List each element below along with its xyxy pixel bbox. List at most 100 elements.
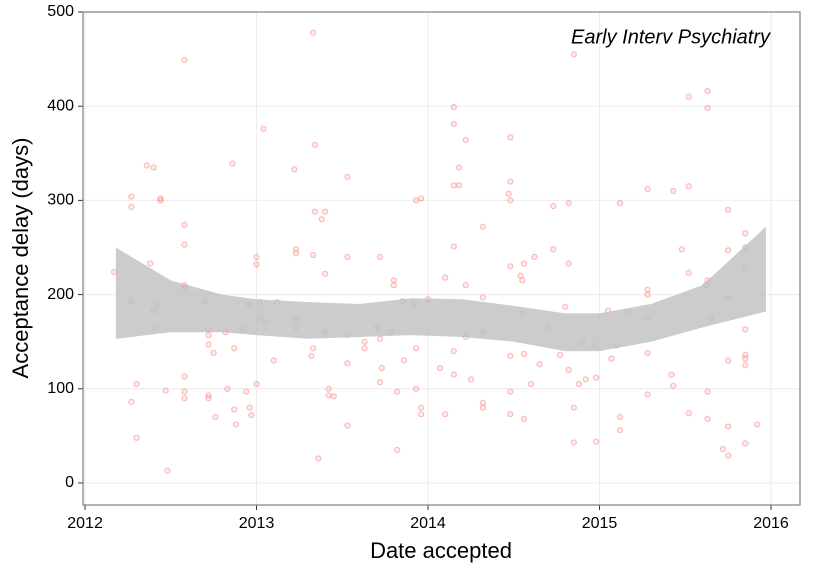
point (742, 362, 749, 369)
point (462, 137, 469, 144)
point (128, 193, 135, 200)
point (455, 164, 463, 171)
x-tick-label: 2016 (753, 515, 789, 532)
point (742, 355, 749, 362)
point (253, 253, 260, 260)
point (162, 387, 169, 394)
point (376, 253, 384, 260)
point (394, 446, 401, 454)
point (644, 185, 651, 193)
point (157, 195, 164, 202)
point (248, 412, 255, 419)
point (704, 415, 711, 423)
point (644, 349, 651, 357)
point (260, 125, 267, 132)
point (685, 183, 692, 190)
y-tick-label: 300 (47, 192, 74, 209)
point (133, 380, 140, 388)
point (442, 411, 449, 418)
point (310, 29, 317, 36)
point (310, 251, 317, 259)
point (592, 438, 600, 445)
point (685, 269, 692, 277)
point (412, 345, 420, 352)
point (270, 357, 277, 364)
point (725, 423, 732, 430)
confidence-band (115, 226, 766, 352)
point (450, 120, 457, 128)
point (519, 277, 526, 284)
point (436, 364, 444, 372)
point (164, 467, 171, 474)
point (231, 345, 238, 352)
point (507, 411, 514, 418)
point (344, 253, 351, 260)
point (147, 260, 154, 267)
point (310, 345, 317, 352)
point (617, 427, 624, 434)
point (531, 253, 538, 260)
point (670, 382, 677, 390)
point (520, 415, 528, 423)
point (507, 197, 514, 204)
point (378, 364, 385, 372)
point (725, 452, 732, 459)
x-tick-label: 2013 (239, 515, 275, 532)
y-tick-label: 100 (47, 380, 74, 397)
point (344, 173, 351, 180)
point (361, 345, 368, 352)
point (394, 388, 401, 395)
point (157, 197, 164, 204)
point (507, 134, 514, 141)
y-tick-label: 400 (47, 97, 74, 114)
point (181, 221, 188, 228)
point (507, 388, 514, 395)
point (704, 88, 711, 95)
point (344, 360, 351, 367)
point (133, 434, 140, 441)
point (644, 291, 651, 298)
point (507, 178, 514, 185)
point (520, 350, 528, 358)
point (412, 385, 420, 392)
point (455, 182, 463, 189)
point (462, 282, 469, 289)
point (668, 371, 675, 378)
point (685, 93, 692, 100)
point (361, 338, 368, 345)
point (450, 371, 457, 378)
point (143, 162, 150, 169)
point (253, 380, 260, 388)
point (725, 247, 732, 254)
point (644, 391, 651, 398)
point (308, 352, 315, 359)
point (565, 260, 572, 267)
point (562, 303, 569, 310)
point (291, 166, 298, 173)
point (128, 398, 135, 406)
point (479, 294, 487, 301)
point (570, 404, 577, 411)
point (253, 261, 260, 268)
point (128, 203, 135, 211)
point (246, 404, 253, 411)
point (181, 56, 188, 64)
point (376, 379, 384, 386)
point (704, 104, 711, 112)
point (505, 190, 512, 197)
point (742, 440, 749, 447)
x-tick-label: 2014 (410, 515, 446, 532)
point (479, 404, 487, 411)
point (390, 282, 397, 289)
point (181, 395, 188, 402)
point (556, 351, 564, 358)
point (570, 439, 577, 446)
point (467, 376, 475, 383)
point (318, 216, 325, 223)
x-axis-title: Date accepted (370, 538, 512, 563)
point (205, 341, 212, 348)
point (181, 241, 188, 248)
point (418, 411, 425, 418)
